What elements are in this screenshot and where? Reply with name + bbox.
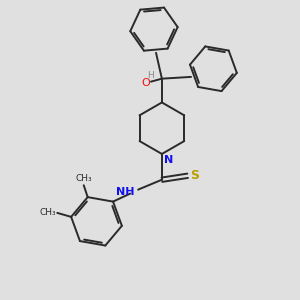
Text: O: O — [141, 78, 150, 88]
Text: CH₃: CH₃ — [75, 174, 92, 183]
Text: NH: NH — [116, 187, 134, 196]
Text: N: N — [164, 155, 173, 165]
Text: S: S — [190, 169, 199, 182]
Text: CH₃: CH₃ — [40, 208, 56, 217]
Text: H: H — [147, 71, 154, 80]
